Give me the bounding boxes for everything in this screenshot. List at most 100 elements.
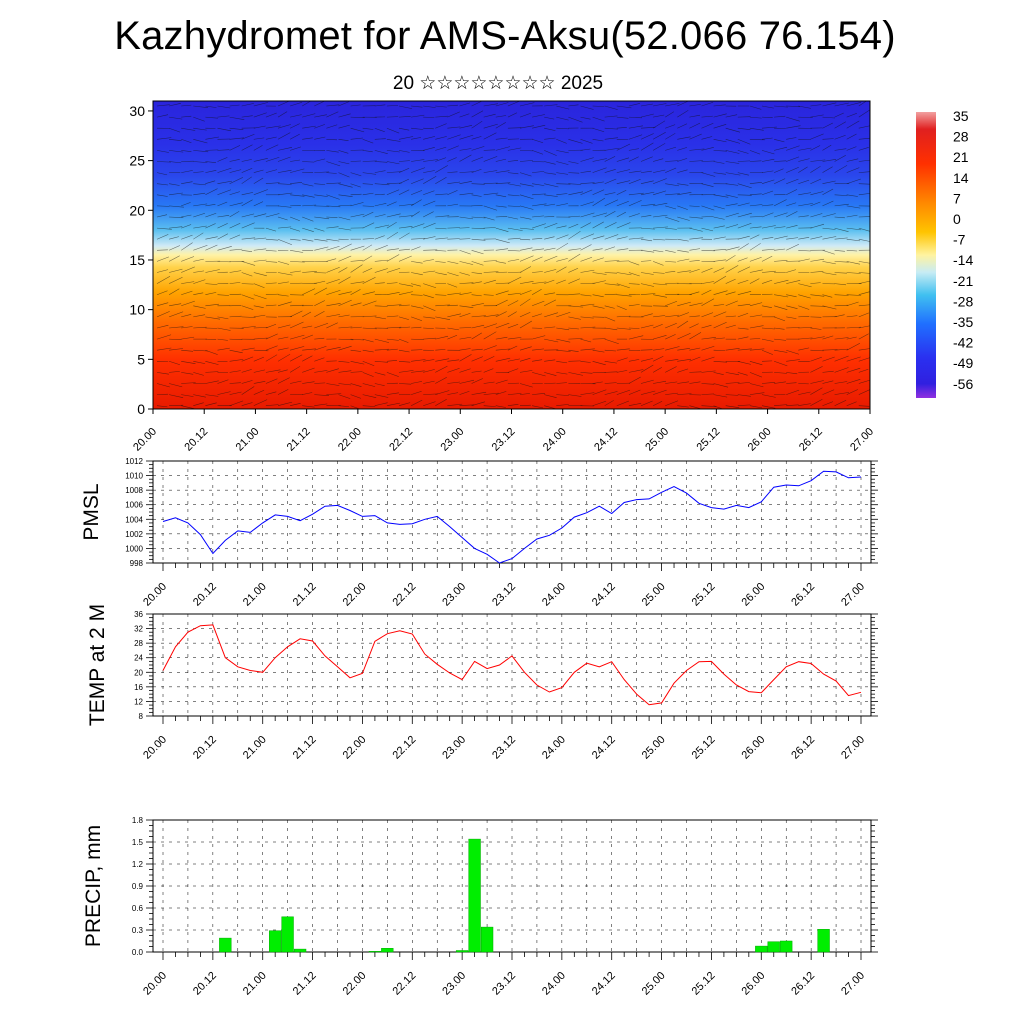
wind-barb — [290, 216, 300, 221]
wind-barb — [471, 315, 486, 318]
y-tick-label: 28 — [134, 639, 143, 648]
wind-barb — [616, 348, 630, 351]
wind-barb — [205, 223, 216, 229]
wind-barb — [871, 305, 885, 306]
wind-barb — [822, 349, 838, 351]
wind-barb — [241, 402, 253, 406]
wind-barb — [592, 127, 605, 133]
wind-barb — [338, 101, 349, 107]
wind-barb — [447, 272, 459, 277]
wind-barb — [374, 394, 389, 398]
wind-barb — [737, 361, 751, 365]
wind-barb — [858, 389, 870, 395]
wind-barb — [822, 144, 832, 151]
wind-barb — [677, 250, 689, 253]
wind-barb — [290, 205, 301, 207]
wind-barb — [519, 370, 533, 373]
wind-barb — [411, 381, 423, 384]
wind-barb — [871, 99, 883, 106]
wind-barb — [338, 276, 351, 284]
wind-barb — [423, 136, 436, 140]
wind-barb — [616, 400, 629, 406]
wind-barb — [677, 270, 691, 273]
wind-barb — [701, 227, 714, 232]
wind-barb — [665, 334, 676, 340]
wind-barb — [193, 402, 204, 406]
wind-barb — [229, 145, 241, 151]
wind-barb — [326, 161, 341, 167]
wind-barb — [181, 202, 191, 207]
wind-barb — [423, 305, 436, 312]
wind-barb — [822, 102, 837, 107]
wind-barb — [495, 194, 507, 198]
wind-barb — [314, 227, 325, 232]
wind-barb — [761, 105, 774, 109]
wind-barb — [435, 215, 450, 218]
wind-barb — [774, 226, 786, 229]
wind-barb — [580, 116, 591, 120]
wind-barb — [519, 205, 534, 210]
wind-barb — [689, 381, 701, 384]
wind-barb — [265, 213, 280, 218]
wind-barb — [532, 300, 545, 307]
wind-barb — [314, 311, 325, 318]
wind-barb — [834, 261, 849, 263]
wind-barb — [592, 361, 606, 366]
wind-barb — [181, 405, 195, 409]
y-tick-label: 36 — [134, 610, 143, 619]
x-tick-label: 25.00 — [640, 970, 668, 998]
wind-barb — [580, 256, 593, 262]
x-tick-label: 21.12 — [291, 734, 319, 762]
wind-barb — [398, 150, 410, 153]
wind-barb — [846, 336, 857, 340]
wind-barb — [689, 371, 702, 373]
wind-barb — [314, 394, 330, 396]
wind-barb — [447, 203, 459, 207]
wind-barb — [653, 389, 667, 395]
wind-barb — [665, 346, 680, 351]
wind-barb — [689, 332, 702, 340]
colorbar-label: -42 — [953, 335, 973, 351]
wind-barb — [761, 338, 774, 342]
wind-barb — [326, 290, 341, 295]
wind-barb — [459, 354, 472, 362]
wind-barb — [677, 320, 689, 329]
wind-barb — [701, 267, 713, 273]
wind-barb — [640, 113, 654, 118]
wind-barb — [628, 148, 640, 151]
wind-barb — [604, 178, 617, 184]
wind-barb — [786, 305, 798, 309]
wind-barb — [677, 158, 688, 162]
wind-barb — [556, 312, 571, 318]
wind-barb — [568, 253, 581, 262]
wind-barb — [810, 191, 824, 196]
wind-barb — [653, 283, 668, 286]
wind-barb — [677, 405, 689, 408]
wind-barb — [810, 356, 822, 362]
wind-barb — [834, 227, 849, 232]
wind-barb — [568, 349, 579, 352]
wind-barb — [592, 280, 606, 284]
wind-barb — [350, 116, 365, 118]
wind-barb — [362, 150, 373, 153]
wind-barb — [229, 137, 245, 140]
wind-barb — [265, 157, 280, 162]
wind-barb — [181, 127, 196, 131]
wind-barb — [580, 326, 596, 329]
wind-barb — [253, 137, 265, 140]
wind-barb — [580, 233, 595, 240]
wind-barb — [326, 383, 340, 386]
wind-barb — [435, 237, 448, 240]
wind-barb — [871, 238, 885, 240]
wind-barb — [774, 105, 788, 108]
wind-barb — [495, 261, 506, 264]
wind-barb — [556, 266, 567, 273]
wind-barb — [544, 372, 557, 376]
wind-barb — [398, 283, 414, 287]
wind-barb — [398, 203, 414, 207]
wind-barb — [156, 214, 168, 218]
colorbar-label: -49 — [953, 355, 973, 371]
wind-barb — [241, 369, 252, 373]
x-tick-label: 25.00 — [640, 734, 668, 762]
wind-barb — [628, 125, 643, 129]
